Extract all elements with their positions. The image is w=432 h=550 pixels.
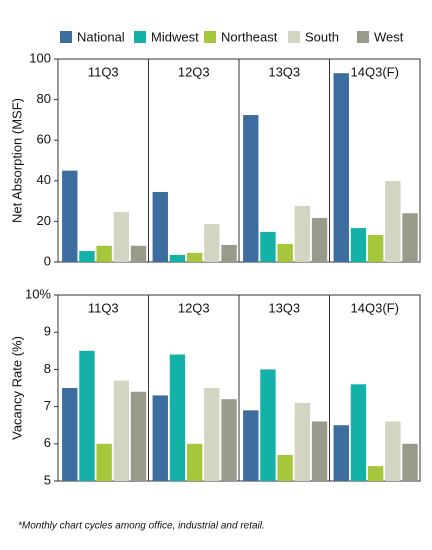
y-tick-label: 100 <box>29 50 51 65</box>
category-label: 14Q3(F) <box>351 300 399 315</box>
bar <box>169 354 186 481</box>
bar <box>277 454 293 481</box>
category-label: 11Q3 <box>88 300 119 315</box>
category-label: 14Q3(F) <box>351 64 399 79</box>
bar <box>113 212 130 262</box>
bar <box>350 384 367 481</box>
y-axis-title: Vacancy Rate (%) <box>9 336 24 440</box>
bar <box>385 421 401 481</box>
legend-swatch <box>357 31 369 43</box>
bar <box>169 254 186 262</box>
footnote: *Monthly chart cycles among office, indu… <box>18 521 265 532</box>
bar <box>221 244 237 262</box>
bar <box>311 217 328 262</box>
bar <box>294 205 311 262</box>
y-tick-label: 60 <box>37 132 51 147</box>
bar <box>260 369 276 481</box>
category-label: 12Q3 <box>178 300 210 315</box>
legend-swatch <box>60 31 72 43</box>
y-tick-label: 6 <box>44 435 51 450</box>
y-tick-label: 7 <box>44 398 51 413</box>
legend-swatch <box>288 31 300 43</box>
bar <box>152 395 168 481</box>
bar <box>277 243 293 262</box>
bar <box>350 228 367 262</box>
bar <box>79 350 95 481</box>
bar <box>96 443 112 481</box>
legend-swatch <box>134 31 146 43</box>
bar <box>186 252 203 262</box>
y-tick-label: 5 <box>44 472 51 487</box>
bar <box>221 399 237 481</box>
bar <box>243 115 259 262</box>
bar <box>186 443 203 481</box>
y-tick-label: 20 <box>37 213 51 228</box>
y-axis-title: Net Absorption (MSF) <box>9 98 24 223</box>
bar <box>130 391 147 481</box>
bar <box>62 388 78 481</box>
bar <box>113 380 130 481</box>
bar <box>385 181 401 262</box>
legend-label: Northeast <box>221 29 278 44</box>
legend-label: National <box>77 29 125 44</box>
bar <box>130 245 147 262</box>
category-label: 13Q3 <box>268 64 300 79</box>
bar <box>367 235 384 262</box>
bar <box>402 443 418 481</box>
y-tick-label: 80 <box>37 91 51 106</box>
legend-label: West <box>374 29 404 44</box>
bar <box>294 402 311 481</box>
y-tick-label: 8 <box>44 361 51 376</box>
legend-label: South <box>305 29 339 44</box>
bar <box>311 421 328 481</box>
bar <box>260 231 276 262</box>
y-tick-label: 10% <box>25 286 51 301</box>
bar <box>243 410 259 481</box>
y-tick-label: 0 <box>44 253 51 268</box>
bar <box>96 245 112 262</box>
bar <box>333 425 349 481</box>
legend-label: Midwest <box>151 29 199 44</box>
y-tick-label: 9 <box>44 324 51 339</box>
bar <box>367 466 384 481</box>
legend-swatch <box>204 31 216 43</box>
y-tick-label: 40 <box>37 172 51 187</box>
bar <box>79 251 95 262</box>
category-label: 13Q3 <box>268 300 300 315</box>
category-label: 12Q3 <box>178 64 210 79</box>
bar <box>204 388 220 481</box>
bar <box>402 213 418 262</box>
bar <box>62 170 78 262</box>
bar <box>204 224 220 262</box>
bar <box>152 191 168 262</box>
category-label: 11Q3 <box>88 64 119 79</box>
bar <box>333 73 349 263</box>
